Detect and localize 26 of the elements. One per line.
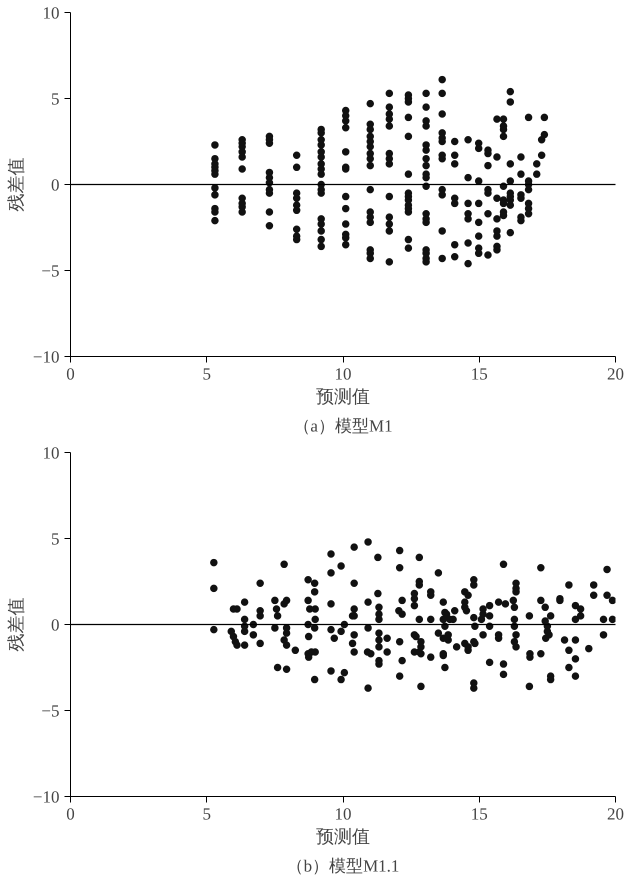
- x-tick-label: 5: [202, 364, 211, 384]
- x-tick-label: 15: [470, 364, 488, 384]
- y-tick-label: −5: [41, 262, 60, 280]
- x-tick-label: 5: [202, 804, 211, 824]
- x-tick-label: 15: [470, 804, 488, 824]
- x-tick-label: 10: [334, 364, 352, 384]
- y-axis-title: 残差值: [6, 598, 26, 652]
- x-tick-label: 20: [607, 364, 624, 384]
- y-tick-label: −10: [32, 348, 60, 366]
- x-axis-title: 预测值: [316, 386, 370, 406]
- text: （a）模型M1: [293, 416, 393, 436]
- x-tick-label: 10: [334, 804, 352, 824]
- x-axis-title: 预测值: [316, 826, 370, 846]
- y-tick-label: 0: [51, 616, 60, 634]
- y-tick-label: −10: [32, 788, 60, 806]
- y-tick-label: 5: [51, 90, 60, 108]
- y-tick-label: −5: [41, 702, 60, 720]
- text: （b）模型M1.1: [286, 856, 400, 876]
- y-axis-title: 残差值: [6, 158, 26, 212]
- y-tick-label: 5: [51, 530, 60, 548]
- x-tick-label: 0: [66, 364, 75, 384]
- x-tick-label: 20: [607, 804, 624, 824]
- x-tick-label: 0: [66, 804, 75, 824]
- y-tick-label: 10: [42, 444, 60, 462]
- y-tick-label: 0: [51, 176, 60, 194]
- y-tick-label: 10: [42, 4, 60, 22]
